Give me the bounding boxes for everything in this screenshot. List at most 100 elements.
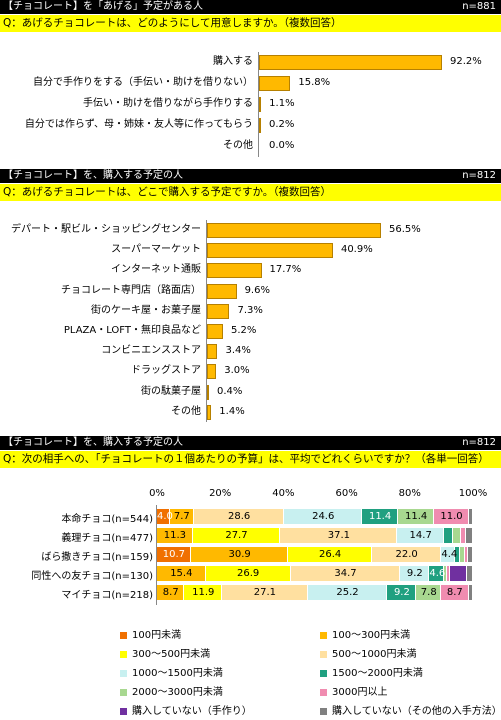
chart3-bar-segment — [466, 527, 473, 543]
chart2-value-label: 40.9% — [340, 244, 373, 256]
chart1-bar — [259, 97, 262, 112]
chart1-value-label: 0.2% — [269, 119, 295, 130]
chart3-data-label: 8.7 — [446, 586, 463, 598]
chart2-bar — [207, 243, 333, 259]
chart3-bar-segment — [450, 565, 468, 581]
chart3-category-label: ばら撒きチョコ(n=159) — [41, 551, 153, 563]
chart3-tick-label: 0% — [149, 488, 165, 499]
chart3-data-label: 7.7 — [173, 511, 190, 522]
chart2-category-label: インターネット通販 — [111, 264, 201, 276]
chart3-bar-segment — [441, 546, 456, 562]
chart3-data-label: 27.7 — [225, 529, 248, 541]
chart2-value-label: 1.4% — [219, 405, 245, 417]
chart3-legend-label: 3000円以上 — [332, 687, 388, 698]
chart3-bar-segment — [441, 584, 469, 600]
chart2-value-label: 7.3% — [237, 304, 263, 316]
chart3-legend-item: 1500～2000円未満 — [320, 668, 423, 680]
chart3-bar-segment — [443, 527, 454, 543]
chart3-data-label: 10.7 — [162, 548, 186, 560]
chart3-legend-label: 1500～2000円未満 — [332, 668, 423, 679]
chart2-category-label: PLAZA・LOFT・無印良品など — [63, 325, 201, 336]
chart1-bar — [259, 76, 291, 91]
chart3-bar-segment — [453, 527, 462, 543]
chart3-legend-swatch — [320, 688, 327, 696]
chart3-legend-label: 300～500円未満 — [132, 649, 211, 660]
chart3-bar-segment — [447, 565, 451, 581]
chart2-bar — [207, 263, 262, 279]
chart3-axis — [156, 505, 157, 605]
chart3-legend-swatch — [320, 669, 327, 677]
chart3-legend-label: 500～1000円未満 — [332, 649, 417, 660]
chart3-category-label: 同性への友チョコ(n=130) — [31, 570, 153, 582]
chart3-data-label: 26.9 — [237, 567, 260, 579]
chart3-legend-swatch — [120, 707, 127, 715]
chart3-bar-segment — [205, 565, 291, 581]
chart3-legend-swatch — [120, 669, 127, 677]
chart1-value-label: 0.0% — [269, 140, 295, 151]
chart3-bar-segment — [362, 509, 399, 524]
chart3-tick-label: 20% — [209, 488, 232, 499]
chart1-bar — [259, 55, 442, 70]
section1-header: 【チョコレート】を「あげる」予定がある人 n=881 — [0, 0, 501, 14]
chart3-legend-swatch — [320, 650, 327, 658]
section2-header-label: 【チョコレート】を、購入する予定の人 — [3, 170, 183, 181]
chart3-legend-item: 購入していない（手作り） — [120, 706, 252, 718]
chart3-tick-label: 40% — [272, 488, 295, 499]
chart1-category-label: 自分では作らず、母・姉妹・友人等に作ってもらう — [24, 119, 253, 130]
chart1-category-label: その他 — [223, 140, 253, 151]
chart3-data-label: 9.2 — [393, 586, 410, 598]
chart3-data-label: 11.3 — [163, 529, 186, 541]
chart3-bar-segment — [193, 509, 285, 524]
chart1-category-label: 手伝い・助けを借りながら手作りする — [83, 98, 253, 109]
chart2-category-label: コンビニエンスストア — [101, 345, 201, 357]
section2-header: 【チョコレート】を、購入する予定の人 n=812 — [0, 169, 501, 183]
chart1-value-label: 92.2% — [450, 56, 482, 67]
chart3-category-label: マイチョコ(n=218) — [61, 589, 153, 601]
chart3-bar-segment — [398, 509, 435, 524]
chart3-bar-segment — [284, 509, 363, 524]
chart3-bar-segment — [157, 584, 185, 600]
chart2-category-label: 街の駄菓子屋 — [141, 385, 201, 397]
chart3-bar-segment — [460, 546, 465, 562]
chart2-value-label: 3.0% — [224, 365, 250, 377]
chart3-bar-segment — [288, 546, 372, 562]
chart2-bar — [207, 303, 230, 319]
chart3-bar-segment — [192, 527, 281, 543]
chart3-legend-label: 2000～3000円未満 — [132, 687, 223, 698]
chart1-category-label: 自分で手作りをする（手伝い・助けを借りない） — [33, 77, 253, 88]
chart3-data-label: 11.4 — [368, 511, 392, 522]
chart2-value-label: 3.4% — [225, 345, 251, 357]
chart2-value-label: 5.2% — [231, 325, 257, 336]
chart3-legend-item: 1000～1500円未満 — [120, 668, 223, 680]
chart3-legend-label: 1000～1500円未満 — [132, 668, 223, 679]
chart3-tick-label: 60% — [335, 488, 358, 499]
chart1-category-label: 購入する — [213, 56, 253, 67]
chart3-legend-item: 購入していない（その他の入手方法） — [320, 706, 501, 718]
chart3-data-label: 7.8 — [420, 586, 437, 598]
chart3-bar-segment — [184, 584, 223, 600]
chart3-legend-label: 100～300円未満 — [332, 630, 411, 641]
chart3-legend-swatch — [320, 707, 327, 715]
chart3-data-label: 27.1 — [253, 586, 277, 598]
chart3-data-label: 34.7 — [334, 567, 357, 579]
chart3-data-label: 11.4 — [404, 511, 428, 522]
chart2-bar — [207, 384, 209, 400]
chart3-data-label: 11.9 — [192, 586, 215, 598]
chart3-tick-label: 80% — [398, 488, 421, 499]
section3-question-text: Q：次の相手への、「チョコレートの１個あたりの予算」は、平均でどれくらいですか？… — [3, 453, 489, 465]
chart3-bar-segment — [280, 527, 398, 543]
chart3-bar-segment — [400, 565, 430, 581]
chart1-bar — [259, 118, 261, 133]
chart1-value-label: 1.1% — [269, 98, 295, 109]
chart3-bar-segment — [157, 527, 193, 543]
chart3-data-label: 4.6 — [429, 567, 446, 579]
section1-question: Q：あげるチョコレートは、どのようにして用意しますか。（複数回答） — [0, 15, 501, 32]
chart3-bar-segment — [443, 565, 448, 581]
chart2-value-label: 0.4% — [217, 385, 243, 397]
chart3-category-label: 義理チョコ(n=477) — [61, 532, 153, 544]
chart2-bar — [207, 283, 237, 299]
section2-question: Q：あげるチョコレートは、どこで購入する予定ですか。（複数回答） — [0, 184, 501, 201]
chart2-bar — [207, 324, 223, 339]
chart3-legend-item: 100～300円未満 — [320, 630, 410, 642]
chart3-bar-segment — [467, 565, 473, 581]
